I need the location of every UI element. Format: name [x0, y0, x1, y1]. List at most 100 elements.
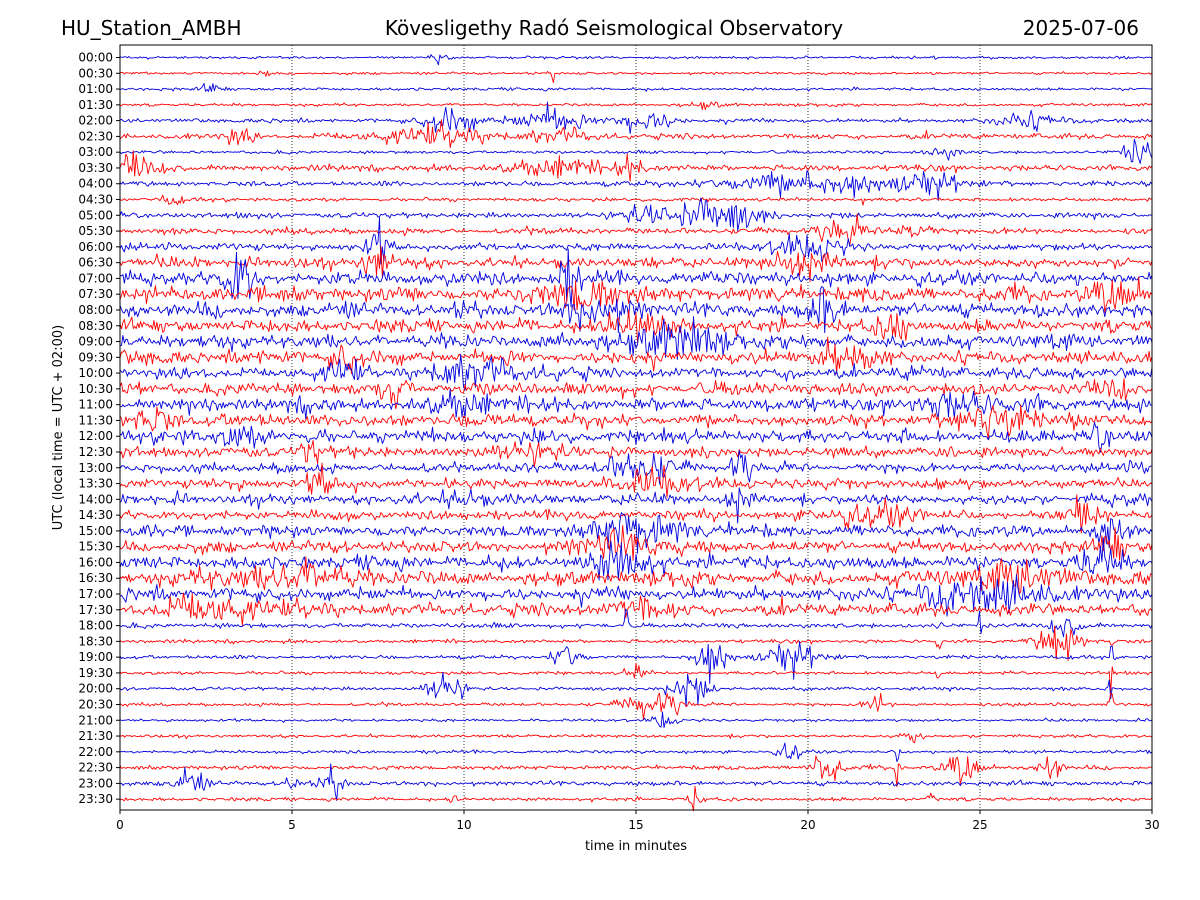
y-tick-label-42: 21:00	[78, 713, 113, 727]
y-tick-label-17: 08:30	[78, 319, 113, 333]
y-tick-label-21: 10:30	[78, 382, 113, 396]
vertical-grid	[291, 45, 981, 810]
y-tick-label-28: 14:00	[78, 492, 113, 506]
trace-1300	[119, 450, 1153, 485]
trace-0630	[119, 246, 1153, 283]
x-tick-label-15: 15	[628, 818, 643, 832]
y-tick-label-46: 23:00	[78, 776, 113, 790]
y-tick-label-45: 22:30	[78, 761, 113, 775]
y-tick-label-8: 04:00	[78, 177, 113, 191]
y-tick-label-22: 11:00	[78, 398, 113, 412]
y-tick-label-40: 20:00	[78, 682, 113, 696]
y-tick-label-2: 01:00	[78, 82, 113, 96]
trace-2130	[119, 733, 1153, 744]
y-tick-label-25: 12:30	[78, 445, 113, 459]
trace-0700	[119, 248, 1153, 308]
record-date: 2025-07-06	[1022, 16, 1139, 40]
y-tick-label-24: 12:00	[78, 429, 113, 443]
station-name: HU_Station_AMBH	[61, 16, 242, 40]
y-tick-label-16: 08:00	[78, 303, 113, 317]
trace-0600	[119, 217, 1153, 265]
trace-1330	[119, 462, 1153, 498]
y-tick-label-38: 19:00	[78, 650, 113, 664]
y-tick-label-5: 02:30	[78, 129, 113, 143]
y-tick-label-7: 03:30	[78, 161, 113, 175]
y-tick-label-44: 22:00	[78, 745, 113, 759]
y-tick-label-47: 23:30	[78, 792, 113, 806]
y-tick-label-39: 19:30	[78, 666, 113, 680]
trace-0900	[119, 316, 1153, 360]
trace-0500	[119, 197, 1153, 232]
y-tick-label-12: 06:00	[78, 240, 113, 254]
x-axis-ticks: 0 5 10 15 20 25 30	[116, 810, 1160, 832]
trace-0100	[119, 82, 1153, 92]
trace-0830	[119, 309, 1153, 344]
y-tick-label-31: 15:30	[78, 540, 113, 554]
y-tick-label-18: 09:00	[78, 335, 113, 349]
trace-0930	[119, 336, 1153, 375]
trace-1900	[119, 641, 1153, 684]
y-tick-label-41: 20:30	[78, 697, 113, 711]
y-tick-label-14: 07:00	[78, 271, 113, 285]
y-tick-label-11: 05:30	[78, 224, 113, 238]
trace-1600	[119, 537, 1153, 581]
trace-1630	[119, 556, 1153, 597]
trace-1030	[119, 378, 1153, 410]
trace-0000	[119, 54, 1153, 66]
x-tick-label-20: 20	[800, 818, 815, 832]
x-axis-label: time in minutes	[585, 839, 687, 854]
trace-0130	[119, 101, 1153, 111]
trace-2200	[119, 742, 1153, 762]
y-tick-label-23: 11:30	[78, 413, 113, 427]
trace-0230	[119, 119, 1153, 149]
trace-0330	[119, 150, 1153, 182]
trace-2000	[119, 671, 1153, 707]
x-tick-label-10: 10	[456, 818, 471, 832]
y-tick-label-19: 09:30	[78, 350, 113, 364]
trace-2330	[119, 785, 1153, 812]
trace-1430	[119, 494, 1153, 534]
trace-2230	[119, 755, 1153, 788]
trace-0430	[119, 194, 1153, 206]
trace-1100	[120, 388, 1152, 420]
y-tick-label-33: 16:30	[78, 571, 113, 585]
y-tick-label-32: 16:00	[78, 555, 113, 569]
y-tick-label-6: 03:00	[78, 145, 113, 159]
trace-1800	[119, 608, 1153, 638]
trace-1400	[119, 487, 1153, 524]
y-tick-label-1: 00:30	[78, 66, 113, 80]
trace-1500	[119, 512, 1153, 554]
trace-1230	[119, 440, 1153, 468]
trace-1830	[119, 625, 1153, 661]
trace-0200	[119, 101, 1153, 135]
y-tick-label-4: 02:00	[78, 114, 113, 128]
trace-2300	[119, 763, 1153, 801]
y-tick-label-35: 17:30	[78, 603, 113, 617]
trace-1930	[119, 662, 1153, 693]
y-tick-label-30: 15:00	[78, 524, 113, 538]
seismic-traces	[119, 54, 1153, 812]
x-tick-label-30: 30	[1144, 818, 1159, 832]
y-tick-label-36: 18:00	[78, 619, 113, 633]
trace-0400	[119, 169, 1153, 202]
trace-1530	[119, 524, 1153, 561]
y-tick-label-0: 00:00	[78, 51, 113, 65]
y-tick-label-26: 13:00	[78, 461, 113, 475]
trace-0030	[119, 70, 1153, 84]
trace-0530	[119, 213, 1153, 246]
y-tick-label-13: 06:30	[78, 256, 113, 270]
y-tick-label-15: 07:30	[78, 287, 113, 301]
y-tick-label-37: 18:30	[78, 634, 113, 648]
trace-0300	[119, 138, 1153, 164]
y-tick-label-27: 13:30	[78, 477, 113, 491]
trace-2030	[119, 692, 1153, 721]
observatory-title: Kövesligethy Radó Seismological Observat…	[384, 16, 844, 40]
x-tick-label-25: 25	[972, 818, 987, 832]
trace-1200	[119, 422, 1153, 453]
y-tick-label-3: 01:30	[78, 98, 113, 112]
y-tick-label-34: 17:00	[78, 587, 113, 601]
trace-2100	[119, 711, 1153, 729]
